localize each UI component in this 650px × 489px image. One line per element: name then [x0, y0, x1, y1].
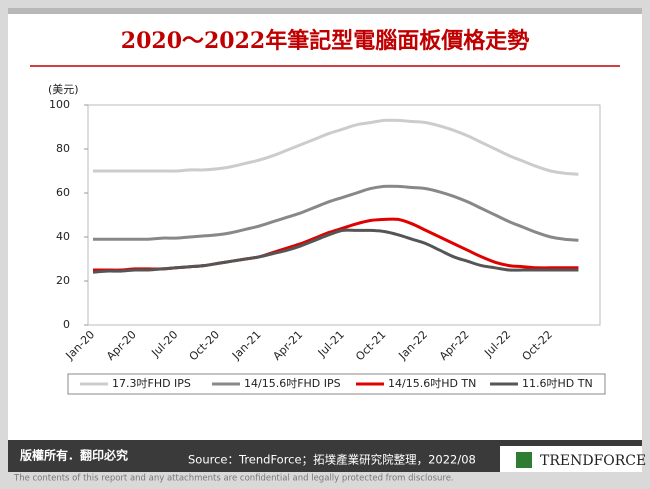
legend-label: 17.3吋FHD IPS — [112, 377, 191, 390]
plot-frame — [87, 104, 601, 326]
y-tick-label: 80 — [56, 142, 70, 155]
source: Source：TrendForce；拓墣產業研究院整理，2022/08 — [188, 453, 476, 467]
legend-box — [67, 373, 606, 395]
series-line — [93, 184, 579, 242]
chart-title: 2020～2022年筆記型電腦面板價格走勢 — [121, 28, 529, 54]
y-tick-label: 0 — [63, 318, 70, 331]
logo-icon — [516, 452, 532, 468]
y-tick-label: 100 — [49, 98, 70, 111]
disclaimer: The contents of this report and any atta… — [13, 474, 454, 484]
y-tick-label: 20 — [56, 274, 70, 287]
legend-label: 11.6吋HD TN — [522, 377, 593, 390]
copyright: 版權所有．翻印必究 — [20, 448, 128, 463]
logo: TRENDFORCE — [540, 453, 646, 469]
card — [8, 8, 642, 440]
series-line — [92, 228, 579, 274]
series-line — [92, 118, 579, 176]
legend-label: 14/15.6吋FHD IPS — [244, 377, 341, 390]
y-tick-label: 60 — [56, 186, 70, 199]
legend-label: 14/15.6吋HD TN — [388, 377, 476, 390]
y-tick-label: 40 — [56, 230, 70, 243]
y-axis-label: (美元) — [48, 83, 79, 96]
top-strip — [8, 8, 642, 14]
